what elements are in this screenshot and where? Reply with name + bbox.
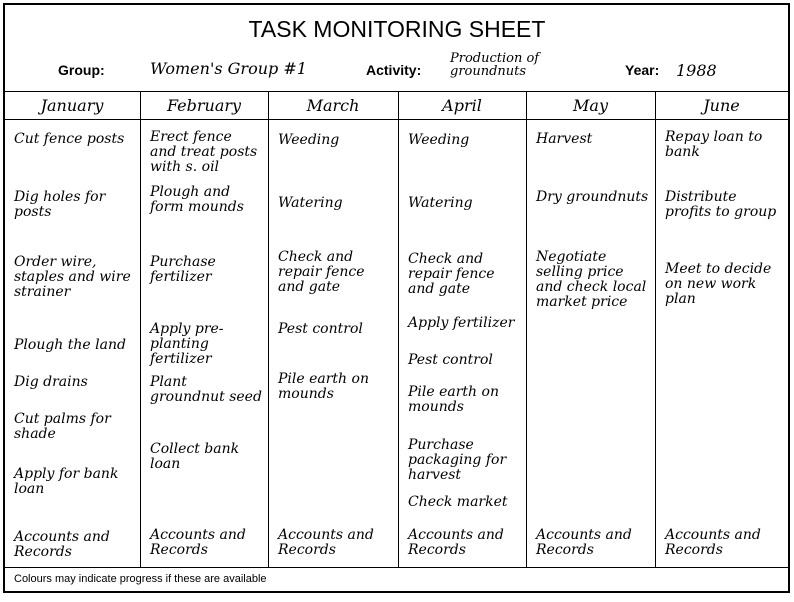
task-entry: Accounts and Records xyxy=(665,527,761,558)
task-entry: Check and repair fence and gate xyxy=(278,249,365,295)
column-divider xyxy=(655,92,656,567)
task-entry: Pile earth on mounds xyxy=(278,371,369,402)
column-divider xyxy=(398,92,399,567)
task-entry: Accounts and Records xyxy=(408,527,504,558)
task-entry: Weeding xyxy=(408,132,470,148)
activity-value: Production of groundnuts xyxy=(450,51,540,79)
sheet-border xyxy=(3,3,790,593)
year-value: 1988 xyxy=(676,61,717,80)
task-entry: Pile earth on mounds xyxy=(408,384,499,415)
task-entry: Apply pre-planting fertilizer xyxy=(150,321,224,367)
task-entry: Pest control xyxy=(408,352,493,368)
column-divider xyxy=(140,92,141,567)
task-entry: Accounts and Records xyxy=(14,529,110,560)
task-entry: Purchase fertilizer xyxy=(150,254,216,285)
task-entry: Check and repair fence and gate xyxy=(408,251,495,297)
footer-note: Colours may indicate progress if these a… xyxy=(14,573,267,585)
header-bottom-line xyxy=(4,119,788,120)
task-entry: Dry groundnuts xyxy=(536,189,649,205)
sheet-title: TASK MONITORING SHEET xyxy=(248,16,546,42)
task-entry: Plant groundnut seed xyxy=(150,374,262,405)
activity-label: Activity: xyxy=(366,62,422,78)
task-entry: Collect bank loan xyxy=(150,441,240,472)
task-entry: Accounts and Records xyxy=(278,527,374,558)
task-entry: Watering xyxy=(408,195,473,211)
task-entry: Check market xyxy=(408,494,508,510)
column-divider xyxy=(268,92,269,567)
task-entry: Order wire, staples and wire strainer xyxy=(14,254,131,300)
task-entry: Dig drains xyxy=(14,374,88,390)
month-header-january: January xyxy=(40,96,104,115)
month-header-may: May xyxy=(573,96,608,115)
year-label: Year: xyxy=(625,62,660,78)
task-entry: Weeding xyxy=(278,132,340,148)
task-entry: Erect fence and treat posts with s. oil xyxy=(150,129,258,175)
group-label: Group: xyxy=(58,62,105,78)
column-divider xyxy=(526,92,527,567)
month-header-april: April xyxy=(442,96,482,115)
task-entry: Accounts and Records xyxy=(150,527,246,558)
task-entry: Apply for bank loan xyxy=(14,466,119,497)
month-header-february: February xyxy=(166,96,242,115)
task-entry: Cut palms for shade xyxy=(14,411,111,442)
task-entry: Plough and form mounds xyxy=(150,184,244,215)
task-entry: Accounts and Records xyxy=(536,527,632,558)
task-entry: Meet to decide on new work plan xyxy=(665,261,772,307)
month-header-march: March xyxy=(306,96,360,115)
table-bottom-line xyxy=(4,567,788,568)
month-header-june: June xyxy=(703,96,740,115)
task-entry: Repay loan to bank xyxy=(665,129,763,160)
task-entry: Cut fence posts xyxy=(14,131,125,147)
task-entry: Watering xyxy=(278,195,343,211)
group-value: Women's Group #1 xyxy=(150,59,307,78)
task-entry: Dig holes for posts xyxy=(14,189,106,220)
header-top-line xyxy=(4,91,788,92)
task-entry: Negotiate selling price and check local … xyxy=(536,249,647,310)
task-entry: Purchase packaging for harvest xyxy=(408,437,507,483)
task-entry: Plough the land xyxy=(14,337,126,353)
task-entry: Distribute profits to group xyxy=(665,189,777,220)
task-entry: Harvest xyxy=(536,131,593,147)
task-entry: Pest control xyxy=(278,321,363,337)
task-entry: Apply fertilizer xyxy=(408,315,515,331)
